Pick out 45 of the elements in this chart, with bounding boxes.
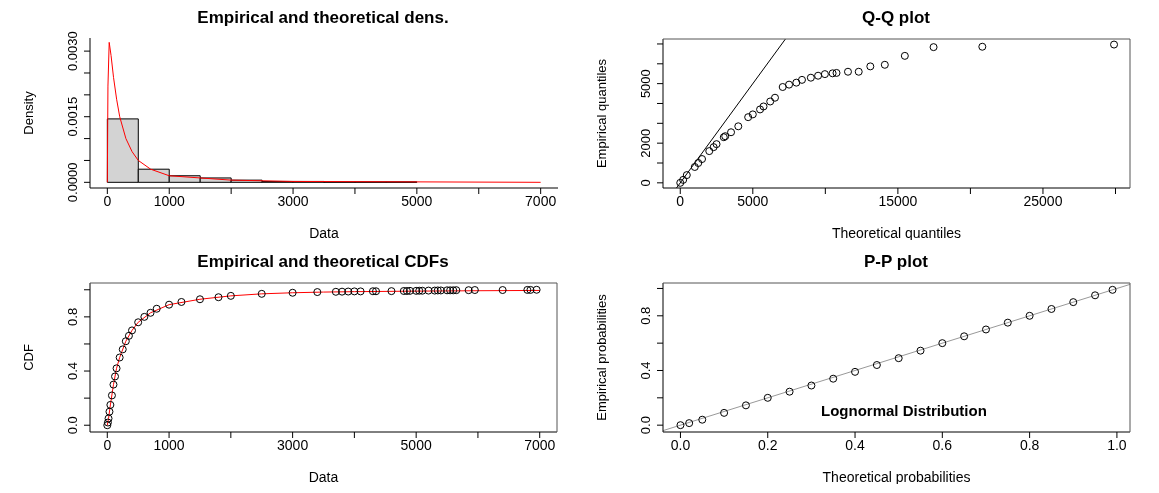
x-tick-label: 1.0 — [1107, 436, 1127, 453]
y-tick-label: 0.8 — [65, 307, 80, 326]
y-tick-label: 0.0000 — [65, 162, 80, 203]
y-tick-label: 0.8 — [638, 306, 653, 325]
y-tick-label: 0 — [638, 179, 653, 187]
x-tick-label: 25000 — [1023, 192, 1063, 209]
x-axis-title: Data — [309, 225, 339, 241]
chart-title: Q-Q plot — [861, 8, 931, 28]
y-tick-label: 0.0 — [65, 416, 80, 435]
x-tick-label: 0.4 — [845, 436, 865, 453]
x-tick-label: 5000 — [401, 192, 433, 209]
x-tick-label: 5000 — [737, 192, 769, 209]
y-tick-label: 2000 — [638, 128, 653, 158]
chart-title: P-P plot — [863, 252, 929, 272]
y-tick-label: 0.0015 — [65, 96, 80, 137]
x-tick-label: 3000 — [277, 436, 309, 453]
x-tick-label: 0.6 — [932, 436, 953, 453]
annotation: Lognormal Distribution — [821, 402, 987, 419]
x-tick-label: 0.8 — [1019, 436, 1040, 453]
x-tick-label: 1000 — [153, 192, 186, 209]
y-axis-title: Empirical quantiles — [593, 58, 609, 169]
y-tick-label: 0.0 — [638, 416, 653, 435]
y-axis-title: CDF — [20, 344, 36, 371]
x-tick-label: 0 — [103, 436, 112, 453]
x-tick-label: 0 — [103, 192, 112, 209]
x-axis-title: Theoretical quantiles — [831, 225, 962, 241]
x-axis-title: Data — [308, 469, 339, 485]
x-tick-label: 0 — [676, 192, 685, 209]
x-tick-label: 7000 — [525, 192, 557, 209]
x-axis-title: Theoretical probabilities — [822, 469, 971, 485]
x-tick-label: 7000 — [524, 436, 556, 453]
x-tick-label: 15000 — [878, 192, 918, 209]
x-tick-label: 0.0 — [670, 436, 691, 453]
y-tick-label: 0.4 — [65, 362, 80, 381]
y-tick-label: 0.0030 — [65, 31, 80, 71]
y-tick-label: 5000 — [638, 69, 653, 99]
chart-title: Empirical and theoretical dens. — [196, 8, 450, 28]
y-tick-label: 0.4 — [638, 361, 653, 380]
y-axis-title: Density — [20, 90, 36, 135]
x-tick-label: 0.2 — [758, 436, 778, 453]
x-tick-label: 3000 — [277, 192, 309, 209]
y-axis-title: Empirical probabilities — [593, 293, 609, 421]
x-tick-label: 5000 — [400, 436, 432, 453]
x-tick-label: 1000 — [153, 436, 185, 453]
chart-title: Empirical and theoretical CDFs — [196, 252, 450, 272]
